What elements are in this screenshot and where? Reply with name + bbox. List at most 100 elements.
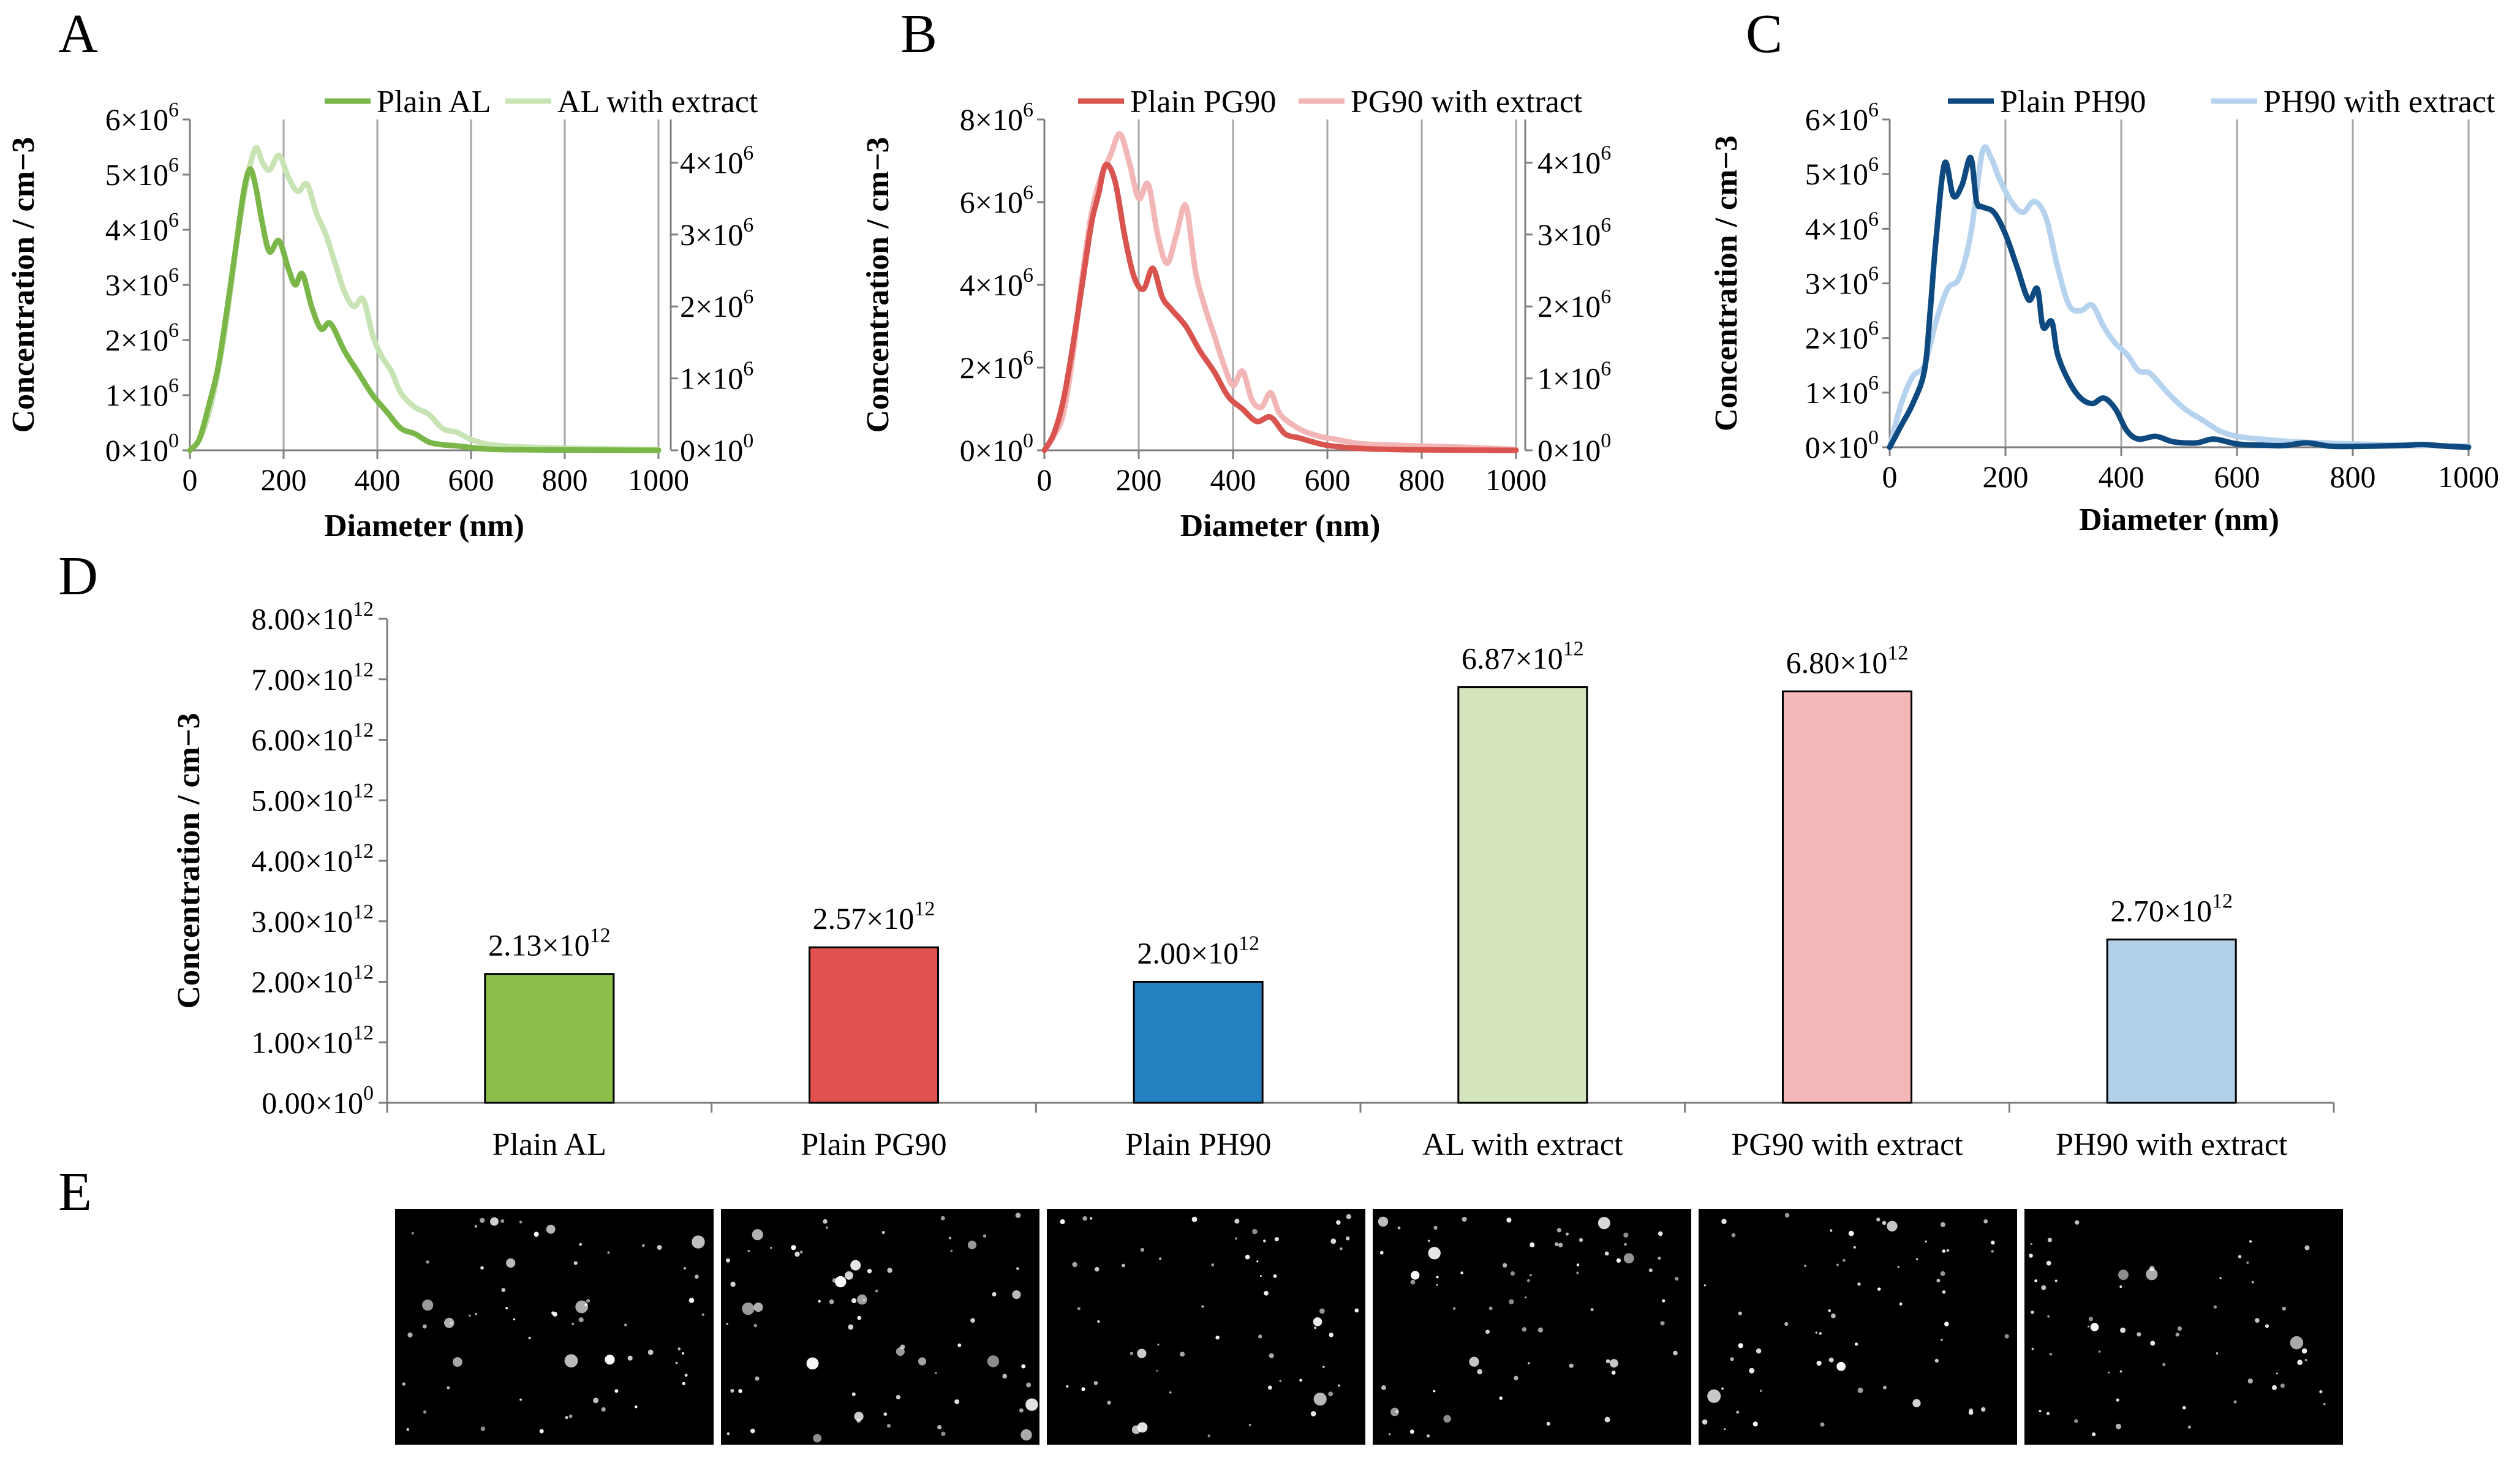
- bar-value-label-d: 2.13×1012: [488, 925, 611, 963]
- particle-dot: [1887, 1220, 1898, 1232]
- particle-dot: [2049, 1353, 2052, 1356]
- x-tick-label-a: 800: [542, 463, 588, 497]
- particle-dot: [568, 1414, 573, 1418]
- particle-dot: [1157, 1344, 1160, 1346]
- particle-dot: [1381, 1385, 1386, 1390]
- particle-dot: [1264, 1291, 1269, 1296]
- particle-dot: [480, 1426, 486, 1431]
- particle-dot: [1968, 1410, 1974, 1415]
- particle-dot: [1234, 1219, 1240, 1224]
- particle-dot: [2046, 1260, 2051, 1266]
- particle-dot: [2249, 1240, 2252, 1243]
- y-tick-label-a: 4×106: [105, 209, 179, 247]
- particle-dot: [2233, 1400, 2237, 1404]
- particle-dot: [1140, 1247, 1145, 1252]
- particle-dot: [1749, 1367, 1755, 1374]
- particle-dot: [605, 1355, 615, 1365]
- particle-dot: [423, 1410, 427, 1414]
- particle-dot: [1169, 1391, 1172, 1394]
- particle-dot: [1565, 1232, 1569, 1236]
- particle-dot: [1269, 1353, 1274, 1358]
- particle-dot: [506, 1258, 516, 1268]
- particle-dot: [579, 1243, 582, 1246]
- particle-dot: [1576, 1263, 1580, 1266]
- particle-dot: [2029, 1254, 2033, 1258]
- particle-dot: [684, 1267, 686, 1269]
- chart-d: 0.00×100 1.00×1012 2.00×1012 3.00×1012 4.00×…: [172, 598, 2335, 1162]
- particle-dot: [1558, 1243, 1563, 1247]
- y-right-tick-label-b: 1×106: [1537, 358, 1611, 396]
- x-tick-label-b: 200: [1116, 463, 1162, 497]
- particle-dot: [1426, 1434, 1430, 1438]
- particle-dot: [1648, 1268, 1653, 1273]
- particle-dot: [1843, 1258, 1846, 1262]
- particle-dot: [1605, 1359, 1610, 1364]
- particle-dot: [501, 1288, 506, 1292]
- particle-dot: [2323, 1402, 2326, 1405]
- particle-dot: [1836, 1361, 1846, 1371]
- particle-dot: [1313, 1393, 1327, 1406]
- x-axis-title-b: Diameter (nm): [1180, 509, 1381, 543]
- particle-dot: [948, 1236, 952, 1239]
- y-tick-label-c: 0×100: [1805, 426, 1879, 464]
- bar-d: [2106, 938, 2237, 1104]
- particle-dot: [1158, 1257, 1162, 1260]
- particle-dot: [2031, 1347, 2034, 1350]
- micrograph-panel: [1373, 1209, 1691, 1445]
- particle-dot: [1616, 1258, 1621, 1263]
- particle-dot: [1390, 1407, 1399, 1417]
- particle-dot: [2137, 1332, 2141, 1337]
- x-tick-label-b: 0: [1037, 463, 1052, 497]
- particle-dot: [573, 1261, 578, 1265]
- particle-dot: [1436, 1276, 1439, 1279]
- particle-dot: [1077, 1307, 1081, 1311]
- particle-dot: [1259, 1275, 1262, 1277]
- particle-dot: [818, 1299, 821, 1303]
- particle-dot: [1002, 1374, 1007, 1379]
- particle-dot: [1731, 1233, 1736, 1238]
- particle-dot: [2297, 1360, 2303, 1366]
- particle-dot: [2030, 1243, 2032, 1246]
- category-label-d: Plain AL: [492, 1127, 606, 1162]
- particle-dot: [1915, 1258, 1918, 1260]
- particle-dot: [1191, 1216, 1198, 1222]
- particle-dot: [2119, 1370, 2122, 1373]
- particle-dot: [2047, 1238, 2052, 1243]
- particle-dot: [564, 1354, 578, 1368]
- particle-dot: [1556, 1228, 1561, 1233]
- panel-letter-c: C: [1746, 4, 1782, 64]
- particle-dot: [1721, 1219, 1727, 1224]
- particle-dot: [2162, 1363, 2166, 1366]
- particle-dot: [1569, 1363, 1574, 1368]
- particle-dot: [1499, 1396, 1503, 1400]
- particle-dot: [490, 1217, 499, 1226]
- particle-dot: [1925, 1240, 1927, 1243]
- particle-dot: [1485, 1330, 1490, 1334]
- particle-dot: [1066, 1385, 1069, 1388]
- particle-dot: [682, 1382, 685, 1385]
- particle-dot: [2116, 1423, 2121, 1429]
- particle-dot: [688, 1298, 695, 1303]
- particle-dot: [2216, 1352, 2219, 1355]
- particle-dot: [447, 1386, 450, 1390]
- y-axis-title-c: Concentration / cm−3: [1709, 135, 1744, 431]
- bar-d: [1782, 690, 1912, 1104]
- particle-dot: [825, 1226, 828, 1229]
- x-tick-label-b: 600: [1305, 463, 1351, 497]
- particle-dot: [1319, 1308, 1325, 1314]
- x-tick-label-c: 400: [2099, 460, 2145, 494]
- particle-dot: [2054, 1279, 2058, 1282]
- y-tick-label-b: 6×106: [960, 181, 1033, 219]
- particle-dot: [1707, 1389, 1721, 1403]
- particle-dot: [770, 1247, 772, 1249]
- y-tick-label-a: 2×106: [105, 319, 179, 357]
- particle-dot: [1122, 1263, 1125, 1268]
- particle-dot: [1201, 1305, 1204, 1308]
- panel-letter-d: D: [58, 546, 98, 607]
- particle-dot: [2047, 1315, 2050, 1318]
- particle-dot: [1675, 1277, 1679, 1281]
- y-tick-label-d: 7.00×1012: [251, 659, 374, 697]
- particle-dot: [1097, 1320, 1100, 1323]
- particle-dot: [593, 1398, 599, 1404]
